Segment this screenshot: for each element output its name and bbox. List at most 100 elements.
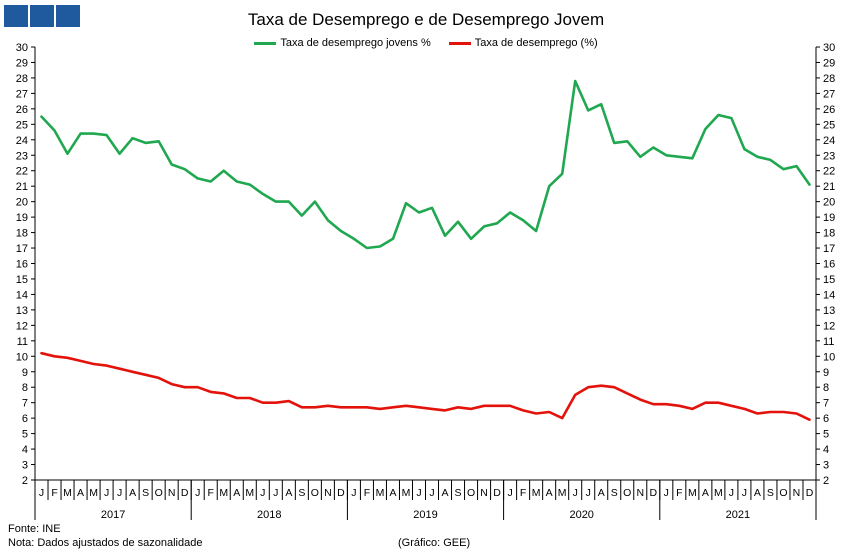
x-tick-label: J bbox=[586, 487, 591, 499]
x-tick-label: M bbox=[714, 487, 723, 499]
y-tick-label-left: 27 bbox=[16, 88, 28, 100]
series-line-youth-unemployment bbox=[40, 79, 811, 250]
source-note: Fonte: INE bbox=[8, 523, 61, 535]
x-tick-label: D bbox=[181, 487, 189, 499]
x-tick-label: A bbox=[389, 487, 396, 499]
series-line-unemployment bbox=[40, 351, 811, 422]
x-tick-label: F bbox=[520, 487, 526, 499]
y-tick-label-right: 30 bbox=[823, 42, 835, 54]
x-tick-label: M bbox=[688, 487, 697, 499]
x-tick-label: J bbox=[429, 487, 434, 499]
x-tick-label: N bbox=[168, 487, 176, 499]
chart-legend: Taxa de desemprego jovens % Taxa de dese… bbox=[0, 37, 852, 49]
y-tick-label-left: 29 bbox=[16, 57, 28, 69]
x-tick-label: A bbox=[129, 487, 136, 499]
y-tick-label-right: 9 bbox=[823, 367, 829, 379]
x-tick-label: O bbox=[779, 487, 787, 499]
y-tick-label-right: 16 bbox=[823, 259, 835, 271]
y-tick-label-left: 9 bbox=[22, 367, 28, 379]
y-tick-label-left: 15 bbox=[16, 274, 28, 286]
x-tick-label: A bbox=[442, 487, 449, 499]
x-tick-label: A bbox=[233, 487, 240, 499]
y-tick-label-left: 11 bbox=[17, 336, 28, 348]
y-tick-label-left: 13 bbox=[16, 305, 28, 317]
x-tick-label: A bbox=[754, 487, 761, 499]
y-tick-label-right: 18 bbox=[823, 228, 835, 240]
credit-note: (Gráfico: GEE) bbox=[398, 537, 471, 549]
y-tick-label-left: 24 bbox=[16, 135, 28, 147]
y-tick-label-left: 5 bbox=[22, 429, 28, 441]
x-tick-label: O bbox=[467, 487, 475, 499]
logo-square-3 bbox=[56, 5, 80, 27]
y-tick-label-right: 14 bbox=[823, 289, 835, 301]
x-tick-label: F bbox=[364, 487, 370, 499]
x-tick-label: J bbox=[260, 487, 265, 499]
x-tick-label: D bbox=[493, 487, 501, 499]
x-tick-label: D bbox=[649, 487, 657, 499]
y-tick-label-right: 10 bbox=[823, 351, 835, 363]
y-tick-label-right: 23 bbox=[823, 150, 835, 162]
x-tick-label: J bbox=[39, 487, 44, 499]
y-tick-label-left: 19 bbox=[16, 212, 28, 224]
x-tick-label: J bbox=[351, 487, 356, 499]
x-tick-label: S bbox=[767, 487, 774, 499]
legend-swatch-youth bbox=[254, 41, 277, 45]
x-tick-label: N bbox=[793, 487, 801, 499]
x-tick-label: O bbox=[155, 487, 163, 499]
y-tick-label-right: 21 bbox=[823, 181, 835, 193]
y-tick-label-left: 2 bbox=[22, 475, 28, 487]
y-tick-label-right: 8 bbox=[823, 382, 829, 394]
x-tick-label: N bbox=[480, 487, 488, 499]
y-tick-label-left: 7 bbox=[22, 398, 28, 410]
x-tick-label: J bbox=[416, 487, 421, 499]
y-tick-label-right: 26 bbox=[823, 104, 835, 116]
x-year-label: 2019 bbox=[413, 509, 437, 521]
legend-swatch-total bbox=[448, 41, 471, 45]
x-tick-label: M bbox=[63, 487, 72, 499]
y-tick-label-left: 30 bbox=[16, 42, 28, 54]
y-tick-label-right: 13 bbox=[823, 305, 835, 317]
y-tick-label-left: 28 bbox=[16, 73, 28, 85]
logo-square-1 bbox=[4, 5, 28, 27]
y-tick-label-left: 14 bbox=[16, 289, 28, 301]
x-tick-label: S bbox=[142, 487, 149, 499]
y-tick-label-left: 18 bbox=[16, 228, 28, 240]
y-tick-label-left: 22 bbox=[16, 166, 28, 178]
x-tick-label: M bbox=[89, 487, 98, 499]
x-tick-label: J bbox=[742, 487, 747, 499]
x-tick-label: S bbox=[455, 487, 462, 499]
legend-label-youth: Taxa de desemprego jovens % bbox=[280, 37, 431, 49]
logo bbox=[4, 5, 80, 27]
y-tick-label-right: 24 bbox=[823, 135, 835, 147]
y-tick-label-right: 12 bbox=[823, 320, 835, 332]
x-year-label: 2020 bbox=[569, 509, 593, 521]
y-tick-label-left: 6 bbox=[22, 413, 28, 425]
y-tick-label-left: 26 bbox=[16, 104, 28, 116]
x-tick-label: D bbox=[337, 487, 345, 499]
adjustment-note: Nota: Dados ajustados de sazonalidade bbox=[8, 537, 203, 549]
x-tick-label: M bbox=[402, 487, 411, 499]
x-tick-label: M bbox=[219, 487, 228, 499]
x-tick-label: M bbox=[376, 487, 385, 499]
x-tick-label: S bbox=[298, 487, 305, 499]
y-tick-label-right: 3 bbox=[823, 460, 829, 472]
y-tick-label-left: 21 bbox=[16, 181, 28, 193]
y-tick-label-left: 4 bbox=[22, 444, 28, 456]
x-tick-label: M bbox=[245, 487, 254, 499]
y-tick-label-left: 20 bbox=[16, 197, 28, 209]
x-tick-label: M bbox=[532, 487, 541, 499]
x-tick-label: J bbox=[573, 487, 578, 499]
x-tick-label: F bbox=[676, 487, 682, 499]
x-tick-label: O bbox=[623, 487, 631, 499]
x-tick-label: S bbox=[611, 487, 618, 499]
y-tick-label-left: 17 bbox=[16, 243, 28, 255]
x-tick-label: J bbox=[195, 487, 200, 499]
x-tick-label: N bbox=[636, 487, 644, 499]
x-tick-label: A bbox=[546, 487, 553, 499]
x-tick-label: J bbox=[117, 487, 122, 499]
x-tick-label: A bbox=[285, 487, 292, 499]
y-tick-label-left: 23 bbox=[16, 150, 28, 162]
y-tick-label-right: 27 bbox=[823, 88, 835, 100]
legend-label-total: Taxa de desemprego (%) bbox=[474, 37, 598, 49]
